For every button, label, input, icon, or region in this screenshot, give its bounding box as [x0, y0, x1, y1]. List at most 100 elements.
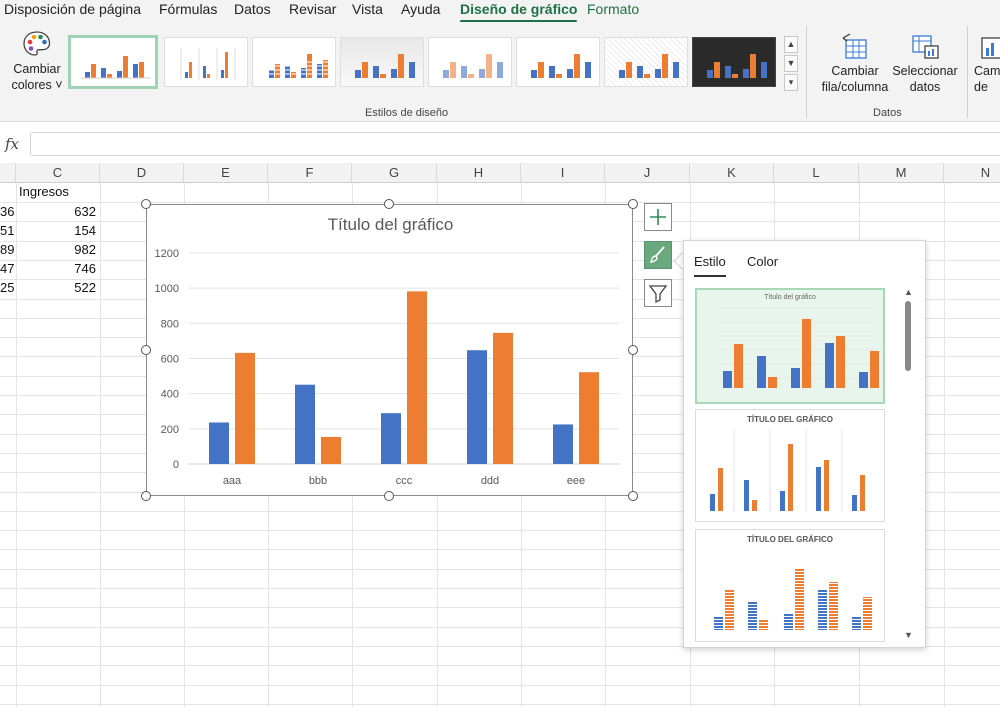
bar-series1[interactable]: [381, 413, 401, 464]
cell-b4[interactable]: 89: [0, 242, 15, 257]
formula-input[interactable]: [30, 132, 1000, 156]
chart-filters-button[interactable]: [644, 279, 672, 307]
cell-c2[interactable]: 632: [74, 204, 96, 219]
resize-handle-bottom[interactable]: [384, 491, 394, 501]
pane-tab-style[interactable]: Estilo: [694, 254, 726, 277]
pane-scroll-up-icon[interactable]: ▲: [904, 287, 913, 297]
y-tick-label: 200: [161, 424, 179, 436]
gallery-style-6[interactable]: [516, 37, 600, 87]
gallery-up-button[interactable]: ▲: [784, 36, 798, 53]
row-gridline: [0, 569, 1000, 570]
pane-scroll-thumb[interactable]: [905, 301, 911, 371]
style-5-preview-icon: [443, 54, 503, 78]
gallery-down-button[interactable]: ▼: [784, 55, 798, 72]
row-gridline: [0, 511, 1000, 512]
change-chart-type-icon: [981, 37, 1000, 59]
column-header-g[interactable]: G: [352, 163, 437, 183]
gallery-style-1[interactable]: [68, 35, 158, 89]
gallery-style-7[interactable]: [604, 37, 688, 87]
gallery-style-8[interactable]: [692, 37, 776, 87]
column-header-c[interactable]: C: [16, 163, 100, 183]
column-header-i[interactable]: I: [521, 163, 605, 183]
bar-series2[interactable]: [407, 291, 427, 464]
switch-row-column-button[interactable]: Cambiar fila/columna: [816, 32, 894, 95]
tab-format[interactable]: Formato: [587, 1, 640, 17]
column-header-e[interactable]: E: [184, 163, 268, 183]
bar-series2[interactable]: [235, 352, 255, 464]
cell-b6[interactable]: 25: [0, 280, 15, 295]
style-7-preview-icon: [619, 54, 679, 78]
gallery-style-2[interactable]: [164, 37, 248, 87]
pane-tab-color[interactable]: Color: [747, 254, 779, 269]
cell-c3[interactable]: 154: [74, 223, 96, 238]
bar-series2[interactable]: [321, 436, 341, 464]
cell-b2[interactable]: 36: [0, 204, 15, 219]
switch-row-column-label: Cambiar: [831, 64, 879, 78]
bar-series1[interactable]: [209, 422, 229, 464]
resize-handle-right[interactable]: [628, 345, 638, 355]
y-tick-label: 400: [161, 389, 179, 401]
pane-style-option-3[interactable]: TÍTULO DEL GRÁFICO: [695, 529, 885, 642]
gallery-more-button[interactable]: ▾: [784, 74, 798, 91]
tab-help[interactable]: Ayuda: [401, 1, 441, 17]
change-chart-type-button[interactable]: Cam de: [974, 32, 1000, 95]
gallery-scroll: ▲ ▼ ▾: [784, 36, 798, 92]
chart-object[interactable]: Título del gráfico 0 200 400 600 800 1000 1200…: [146, 204, 633, 496]
bar-series1[interactable]: [553, 424, 573, 464]
gallery-style-5[interactable]: [428, 37, 512, 87]
chart-elements-button[interactable]: [644, 203, 672, 231]
x-tick-label: aaa: [223, 475, 242, 487]
gallery-style-4[interactable]: [340, 37, 424, 87]
gallery-style-3[interactable]: [252, 37, 336, 87]
column-header-h[interactable]: H: [437, 163, 521, 183]
resize-handle-top[interactable]: [384, 199, 394, 209]
pane-style-option-2[interactable]: TÍTULO DEL GRÁFICO: [695, 409, 885, 522]
column-header-l[interactable]: L: [774, 163, 859, 183]
bar-series2[interactable]: [493, 332, 513, 464]
tab-chart-design[interactable]: Diseño de gráfico: [460, 1, 578, 23]
column-header-d[interactable]: D: [100, 163, 184, 183]
column-header-k[interactable]: K: [690, 163, 774, 183]
cell-c1-header[interactable]: Ingresos: [19, 184, 69, 199]
pane-scroll-down-icon[interactable]: ▼: [904, 630, 913, 640]
bar-series2[interactable]: [579, 372, 599, 464]
cell-c4[interactable]: 982: [74, 242, 96, 257]
row-gridline: [0, 530, 1000, 531]
change-chart-type-label: Cam: [974, 64, 1000, 78]
tab-page-layout[interactable]: Disposición de página: [4, 1, 141, 17]
cell-c5[interactable]: 746: [74, 261, 96, 276]
ribbon-tab-bar: Disposición de página Fórmulas Datos Rev…: [0, 0, 1000, 23]
pane-scrollbar[interactable]: ▲ ▼: [902, 287, 914, 642]
column-header-n[interactable]: N: [944, 163, 1000, 183]
insert-function-button[interactable]: fx: [4, 135, 19, 153]
resize-handle-bottom-left[interactable]: [141, 491, 151, 501]
column-header-f[interactable]: F: [268, 163, 352, 183]
tab-data[interactable]: Datos: [234, 1, 271, 17]
tab-review[interactable]: Revisar: [289, 1, 337, 17]
pane-style-option-1[interactable]: Título del gráfico: [695, 288, 885, 404]
chart-title[interactable]: Título del gráfico: [327, 215, 454, 234]
cell-c6[interactable]: 522: [74, 280, 96, 295]
paintbrush-icon: [650, 246, 665, 263]
switch-row-column-label-2: fila/columna: [821, 80, 889, 94]
resize-handle-left[interactable]: [141, 345, 151, 355]
tab-view[interactable]: Vista: [352, 1, 383, 17]
chart-styles-button[interactable]: [644, 241, 672, 269]
change-colors-button[interactable]: Cambiar colores ˅: [6, 30, 68, 93]
select-data-button[interactable]: Seleccionar datos: [892, 32, 958, 95]
bar-series1[interactable]: [295, 384, 315, 464]
y-tick-label: 800: [161, 318, 179, 330]
resize-handle-top-right[interactable]: [628, 199, 638, 209]
tab-formulas[interactable]: Fórmulas: [159, 1, 218, 17]
bar-series1[interactable]: [467, 350, 487, 464]
column-header-j[interactable]: J: [605, 163, 690, 183]
cell-b3[interactable]: 51: [0, 223, 15, 238]
pane-style-2-title: TÍTULO DEL GRÁFICO: [746, 415, 834, 424]
column-header-m[interactable]: M: [859, 163, 944, 183]
cell-b5[interactable]: 47: [0, 261, 15, 276]
resize-handle-top-left[interactable]: [141, 199, 151, 209]
resize-handle-bottom-right[interactable]: [628, 491, 638, 501]
column-header-b[interactable]: [0, 163, 16, 183]
filter-icon: [648, 285, 668, 304]
